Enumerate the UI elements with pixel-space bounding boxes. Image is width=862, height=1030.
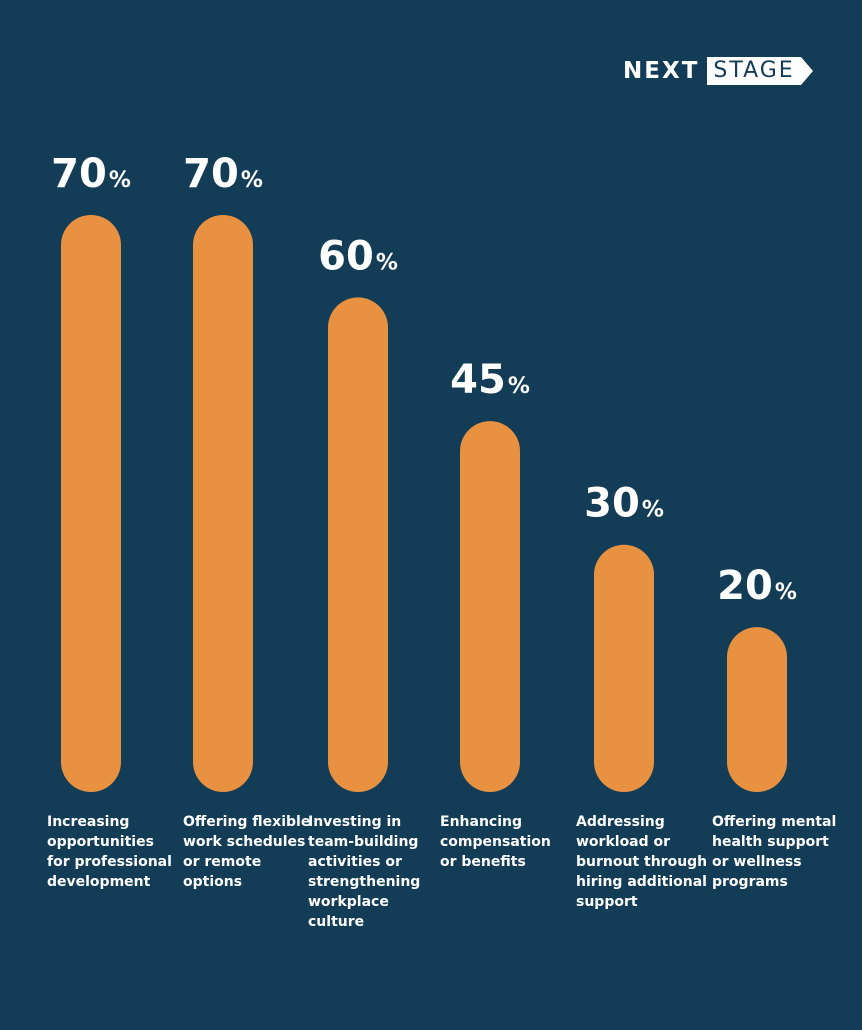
bar-6 — [727, 627, 787, 792]
value-number: 70 — [51, 151, 107, 197]
value-label-5: 30% — [584, 481, 664, 527]
value-label-3: 60% — [318, 233, 398, 279]
bar-3 — [328, 297, 388, 792]
value-number: 45 — [450, 357, 506, 403]
category-label-4: Enhancing compensation or benefits — [440, 814, 551, 870]
value-label-4: 45% — [450, 357, 530, 403]
value-percent-sign: % — [241, 168, 263, 193]
value-percent-sign: % — [508, 374, 530, 399]
value-number: 20 — [717, 563, 773, 609]
logo-stage-text: STAGE — [707, 57, 801, 85]
value-number: 70 — [183, 151, 239, 197]
category-label-1: Increasing opportunities for professiona… — [47, 814, 172, 890]
value-percent-sign: % — [376, 250, 398, 275]
value-label-2: 70% — [183, 151, 263, 197]
value-percent-sign: % — [109, 168, 131, 193]
category-label-2: Offering flexible work schedules or remo… — [183, 814, 311, 890]
bar-2 — [193, 215, 253, 792]
logo-next-text: NEXT — [623, 58, 700, 84]
logo-arrow-icon — [800, 57, 813, 85]
bar-1 — [61, 215, 121, 792]
bar-4 — [460, 421, 520, 792]
value-label-1: 70% — [51, 151, 131, 197]
category-label-5: Addressing workload or burnout through h… — [576, 814, 708, 910]
value-number: 30 — [584, 481, 640, 527]
logo-stage-badge: STAGE — [707, 57, 813, 85]
category-label-6: Offering mental health support or wellne… — [712, 814, 837, 890]
bar-5 — [594, 544, 654, 792]
value-number: 60 — [318, 233, 374, 279]
value-label-6: 20% — [717, 563, 797, 609]
category-label-3: Investing in team-building activities or… — [308, 814, 421, 930]
nextstage-logo: NEXT STAGE — [623, 57, 813, 85]
value-percent-sign: % — [775, 580, 797, 605]
value-percent-sign: % — [642, 498, 664, 523]
